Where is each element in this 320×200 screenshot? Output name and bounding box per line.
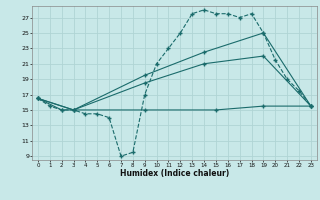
- X-axis label: Humidex (Indice chaleur): Humidex (Indice chaleur): [120, 169, 229, 178]
